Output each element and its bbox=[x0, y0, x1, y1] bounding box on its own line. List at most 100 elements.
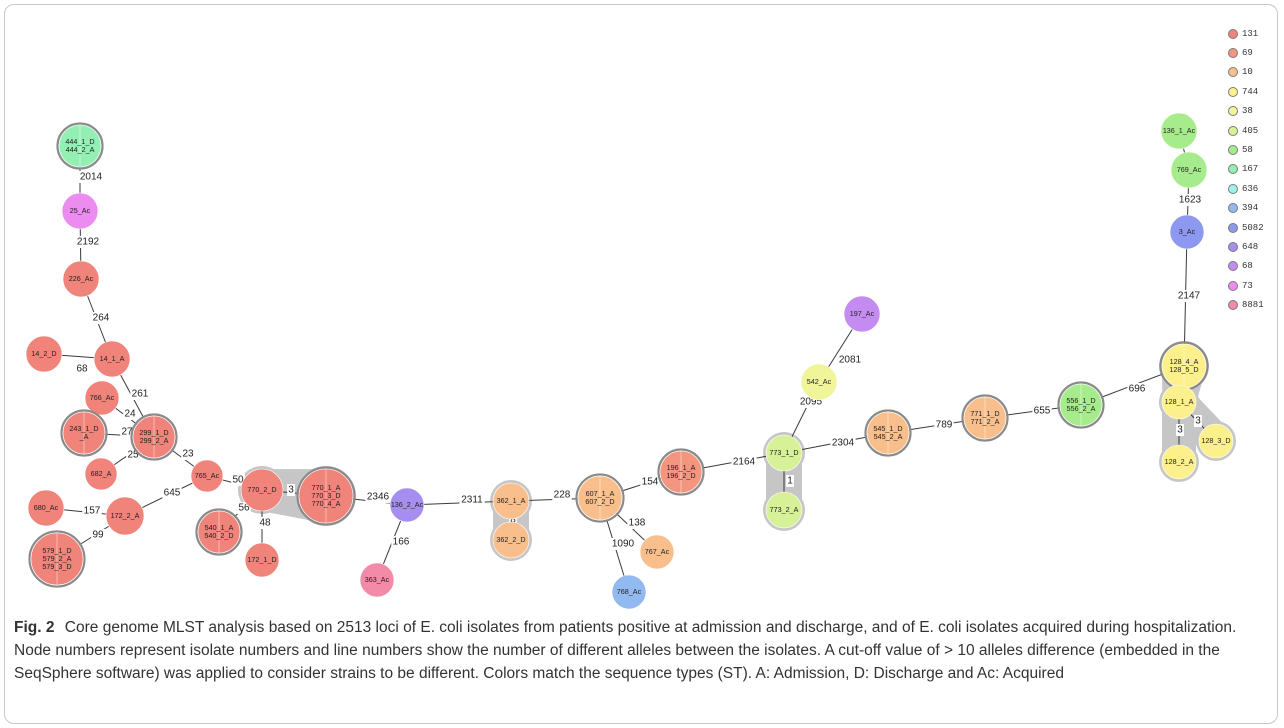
node-362_2[interactable]: 362_2_D bbox=[492, 521, 530, 559]
edge-label-bg bbox=[258, 517, 272, 529]
edge-label-bg bbox=[552, 489, 572, 501]
legend-item-8881: 8881 bbox=[1228, 295, 1280, 314]
node-363[interactable]: 363_Ac bbox=[359, 562, 395, 598]
node-770_2[interactable]: 770_2_D bbox=[240, 468, 284, 512]
node-136_1[interactable]: 136_1_Ac bbox=[1160, 112, 1198, 150]
node-label: 545_1_D bbox=[873, 424, 902, 433]
node-14_2[interactable]: 14_2_D bbox=[25, 335, 63, 373]
node-label: 196_1_A bbox=[667, 463, 696, 472]
node-label: 14_1_A bbox=[100, 354, 125, 363]
node-768[interactable]: 768_Ac bbox=[611, 574, 647, 610]
node-25[interactable]: 25_Ac bbox=[61, 192, 99, 230]
node-label: 607_1_A bbox=[586, 489, 615, 498]
node-label: 243_1_D bbox=[69, 424, 98, 433]
node-circle bbox=[639, 534, 675, 570]
node-197[interactable]: 197_Ac bbox=[843, 295, 881, 333]
edge-label-bg bbox=[627, 517, 647, 529]
node-label: 197_Ac bbox=[850, 309, 875, 318]
node-773_1[interactable]: 773_1_D bbox=[765, 434, 803, 472]
edge-label-765-172_2: 645 bbox=[164, 488, 181, 499]
legend-label: 58 bbox=[1242, 145, 1253, 156]
node-769[interactable]: 769_Ac bbox=[1170, 151, 1208, 189]
node-243[interactable]: 243_1_D_A bbox=[60, 409, 108, 457]
node-172_1[interactable]: 172_1_D bbox=[244, 542, 280, 578]
node-767[interactable]: 767_Ac bbox=[639, 534, 675, 570]
edge-label-bg bbox=[1032, 405, 1052, 417]
node-label: 682_A bbox=[91, 469, 112, 478]
edge-label-bg bbox=[365, 491, 391, 503]
legend-label: 167 bbox=[1242, 164, 1259, 175]
edge-label-bg bbox=[181, 448, 195, 460]
node-765[interactable]: 765_Ac bbox=[190, 459, 224, 493]
node-128_2[interactable]: 128_2_A bbox=[1161, 444, 1197, 480]
node-label: 579_1_D bbox=[42, 546, 71, 555]
edge-label-bg bbox=[934, 419, 954, 431]
legend-item-131: 131 bbox=[1228, 24, 1280, 43]
edge-label-14_2-14_1: 68 bbox=[76, 364, 88, 375]
node-label: 128_3_D bbox=[1201, 436, 1230, 445]
mst-network: 2014 2192 264 68 261 24 27 25 23 645 157 99 50 3 56 48 2… bbox=[25, 112, 1236, 610]
node-label: 768_Ac bbox=[617, 587, 642, 596]
node-766[interactable]: 766_Ac bbox=[84, 380, 120, 416]
node-circle bbox=[765, 434, 803, 472]
node-circle bbox=[359, 562, 395, 598]
edge-label-196-773_1: 2164 bbox=[733, 457, 756, 468]
caption-label: Fig. 2 bbox=[14, 619, 55, 636]
edge-label-bg bbox=[610, 538, 636, 550]
node-128_3[interactable]: 128_3_D bbox=[1198, 423, 1234, 459]
node-circle bbox=[190, 459, 224, 493]
edge-label-bg bbox=[287, 484, 295, 496]
node-136_2[interactable]: 136_2_Ac bbox=[389, 487, 425, 523]
node-3[interactable]: 3_Ac bbox=[1169, 214, 1205, 250]
node-773_2[interactable]: 773_2_A bbox=[765, 491, 803, 529]
legend-label: 394 bbox=[1242, 203, 1259, 214]
node-172_2[interactable]: 172_2_A bbox=[105, 496, 145, 536]
node-label: 770_1_A bbox=[312, 483, 341, 492]
node-label: 362_1_A bbox=[497, 496, 526, 505]
node-128_1[interactable]: 128_1_A bbox=[1161, 384, 1197, 420]
edge-label-bg bbox=[91, 529, 105, 541]
edge-label-bg bbox=[162, 487, 182, 499]
node-label: 771_1_D bbox=[970, 409, 999, 418]
node-label: 362_2_D bbox=[496, 535, 525, 544]
node-label: 540_1_A bbox=[205, 523, 234, 532]
node-682[interactable]: 682_A bbox=[84, 457, 118, 491]
node-680[interactable]: 680_Ac bbox=[27, 489, 65, 527]
node-362_1[interactable]: 362_1_A bbox=[492, 482, 530, 520]
edge-label-bg bbox=[78, 171, 104, 183]
legend-swatch bbox=[1228, 28, 1238, 39]
legend-label: 38 bbox=[1242, 106, 1253, 117]
node-14_1[interactable]: 14_1_A bbox=[93, 340, 131, 378]
legend-swatch bbox=[1228, 222, 1238, 233]
node-542[interactable]: 542_Ac bbox=[800, 363, 838, 401]
node-ring bbox=[961, 394, 1009, 442]
edge-label-682-299: 25 bbox=[127, 450, 139, 461]
node-circle bbox=[492, 521, 530, 559]
node-label: 444_1_D bbox=[65, 137, 94, 146]
legend-label: 68 bbox=[1242, 261, 1253, 272]
node-circle bbox=[1169, 214, 1205, 250]
edge-label-bg bbox=[1177, 194, 1203, 206]
node-label: 770_4_A bbox=[312, 499, 341, 508]
legend-item-636: 636 bbox=[1228, 179, 1280, 198]
node-label: 299_1_D bbox=[139, 428, 168, 437]
edge-label-25-226: 2192 bbox=[77, 237, 100, 248]
edge-label-243-299: 27 bbox=[121, 427, 133, 438]
node-226[interactable]: 226_Ac bbox=[62, 260, 100, 298]
node-label: 172_1_D bbox=[247, 555, 276, 564]
node-circle bbox=[492, 482, 530, 520]
edge-label-771-556: 655 bbox=[1034, 406, 1051, 417]
legend-item-73: 73 bbox=[1228, 276, 1280, 295]
legend-label: 744 bbox=[1242, 86, 1259, 97]
